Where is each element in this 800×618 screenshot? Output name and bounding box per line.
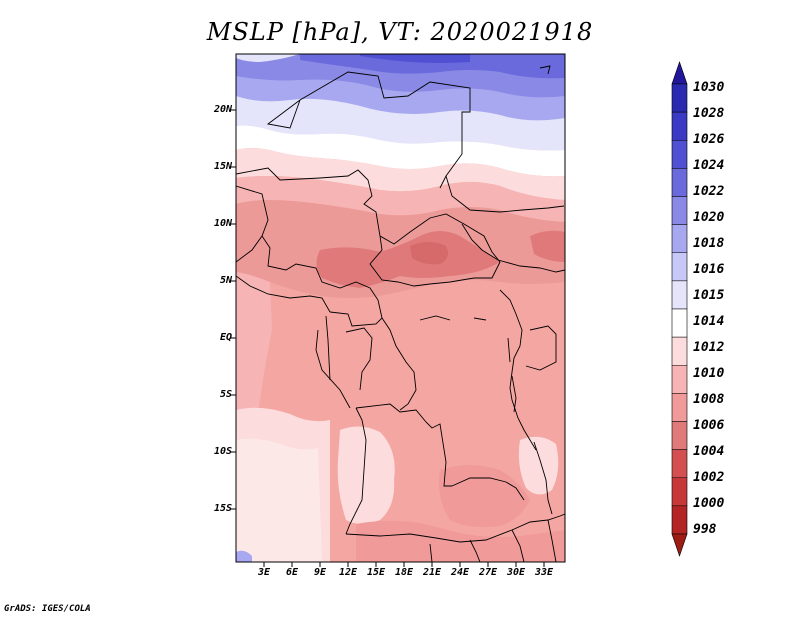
colorbar-label: 1010 xyxy=(693,366,725,381)
lat-label: EQ xyxy=(219,332,232,343)
colorbar-label: 1004 xyxy=(693,444,725,459)
chart-title: MSLP [hPa], VT: 2020021918 xyxy=(206,18,594,46)
lon-label: 33E xyxy=(534,567,554,578)
colorbar-label: 1014 xyxy=(693,314,725,329)
lat-label: 10N xyxy=(213,218,232,229)
lat-label: 15N xyxy=(213,161,232,172)
colorbar-segment xyxy=(671,139,688,169)
colorbar-segment xyxy=(671,168,688,197)
lon-label: 30E xyxy=(506,567,526,578)
colorbar-label: 1028 xyxy=(693,106,725,121)
lat-label: 5S xyxy=(219,389,232,400)
colorbar-segment xyxy=(671,533,688,557)
colorbar-label: 1020 xyxy=(693,210,725,225)
colorbar-segment xyxy=(671,224,688,254)
colorbar-label: 1012 xyxy=(693,340,725,355)
colorbar-segment xyxy=(671,421,688,450)
colorbar-label: 1026 xyxy=(693,132,725,147)
lon-label: 12E xyxy=(338,567,358,578)
colorbar-label: 1015 xyxy=(693,288,725,303)
borders xyxy=(236,65,565,562)
colorbar-label: 1008 xyxy=(693,392,725,407)
colorbar-label: 1006 xyxy=(693,418,725,433)
lon-label: 9E xyxy=(313,567,327,578)
colorbar-segment xyxy=(671,477,688,507)
lon-label: 6E xyxy=(285,567,299,578)
lat-label: 20N xyxy=(213,104,232,115)
lat-label: 5N xyxy=(219,275,232,286)
colorbar-segment xyxy=(671,252,688,282)
colorbar-segment xyxy=(671,393,688,422)
lon-label: 18E xyxy=(394,567,414,578)
colorbar-segment xyxy=(671,111,688,141)
lat-label: 15S xyxy=(213,503,232,514)
colorbar-label: 1000 xyxy=(693,496,725,511)
lon-label: 24E xyxy=(450,567,470,578)
colorbar-segment xyxy=(671,280,688,310)
colorbar-segment xyxy=(671,308,688,338)
colorbar-segment xyxy=(671,196,688,225)
colorbar-segment xyxy=(671,505,688,535)
colorbar-label: 998 xyxy=(693,522,717,537)
lon-label: 3E xyxy=(257,567,271,578)
grads-credit: GrADS: IGES/COLA xyxy=(4,604,91,614)
colorbar-label: 1030 xyxy=(693,80,725,95)
colorbar-segment xyxy=(671,83,688,113)
lat-label: 10S xyxy=(213,446,232,457)
lon-label: 27E xyxy=(478,567,498,578)
colorbar-segment xyxy=(671,336,688,366)
colorbar-label: 1024 xyxy=(693,158,725,173)
lon-label: 21E xyxy=(422,567,442,578)
colorbar-label: 1002 xyxy=(693,470,725,485)
colorbar-segment xyxy=(671,364,688,394)
colorbar-label: 1022 xyxy=(693,184,725,199)
colorbar xyxy=(671,61,688,557)
colorbar-segment xyxy=(671,449,688,479)
lon-label: 15E xyxy=(366,567,386,578)
map-frame xyxy=(235,53,566,563)
colorbar-label: 1018 xyxy=(693,236,725,251)
axis-ticks xyxy=(230,109,545,567)
colorbar-segment xyxy=(671,61,688,85)
colorbar-label: 1016 xyxy=(693,262,725,277)
pressure-field xyxy=(236,54,565,562)
